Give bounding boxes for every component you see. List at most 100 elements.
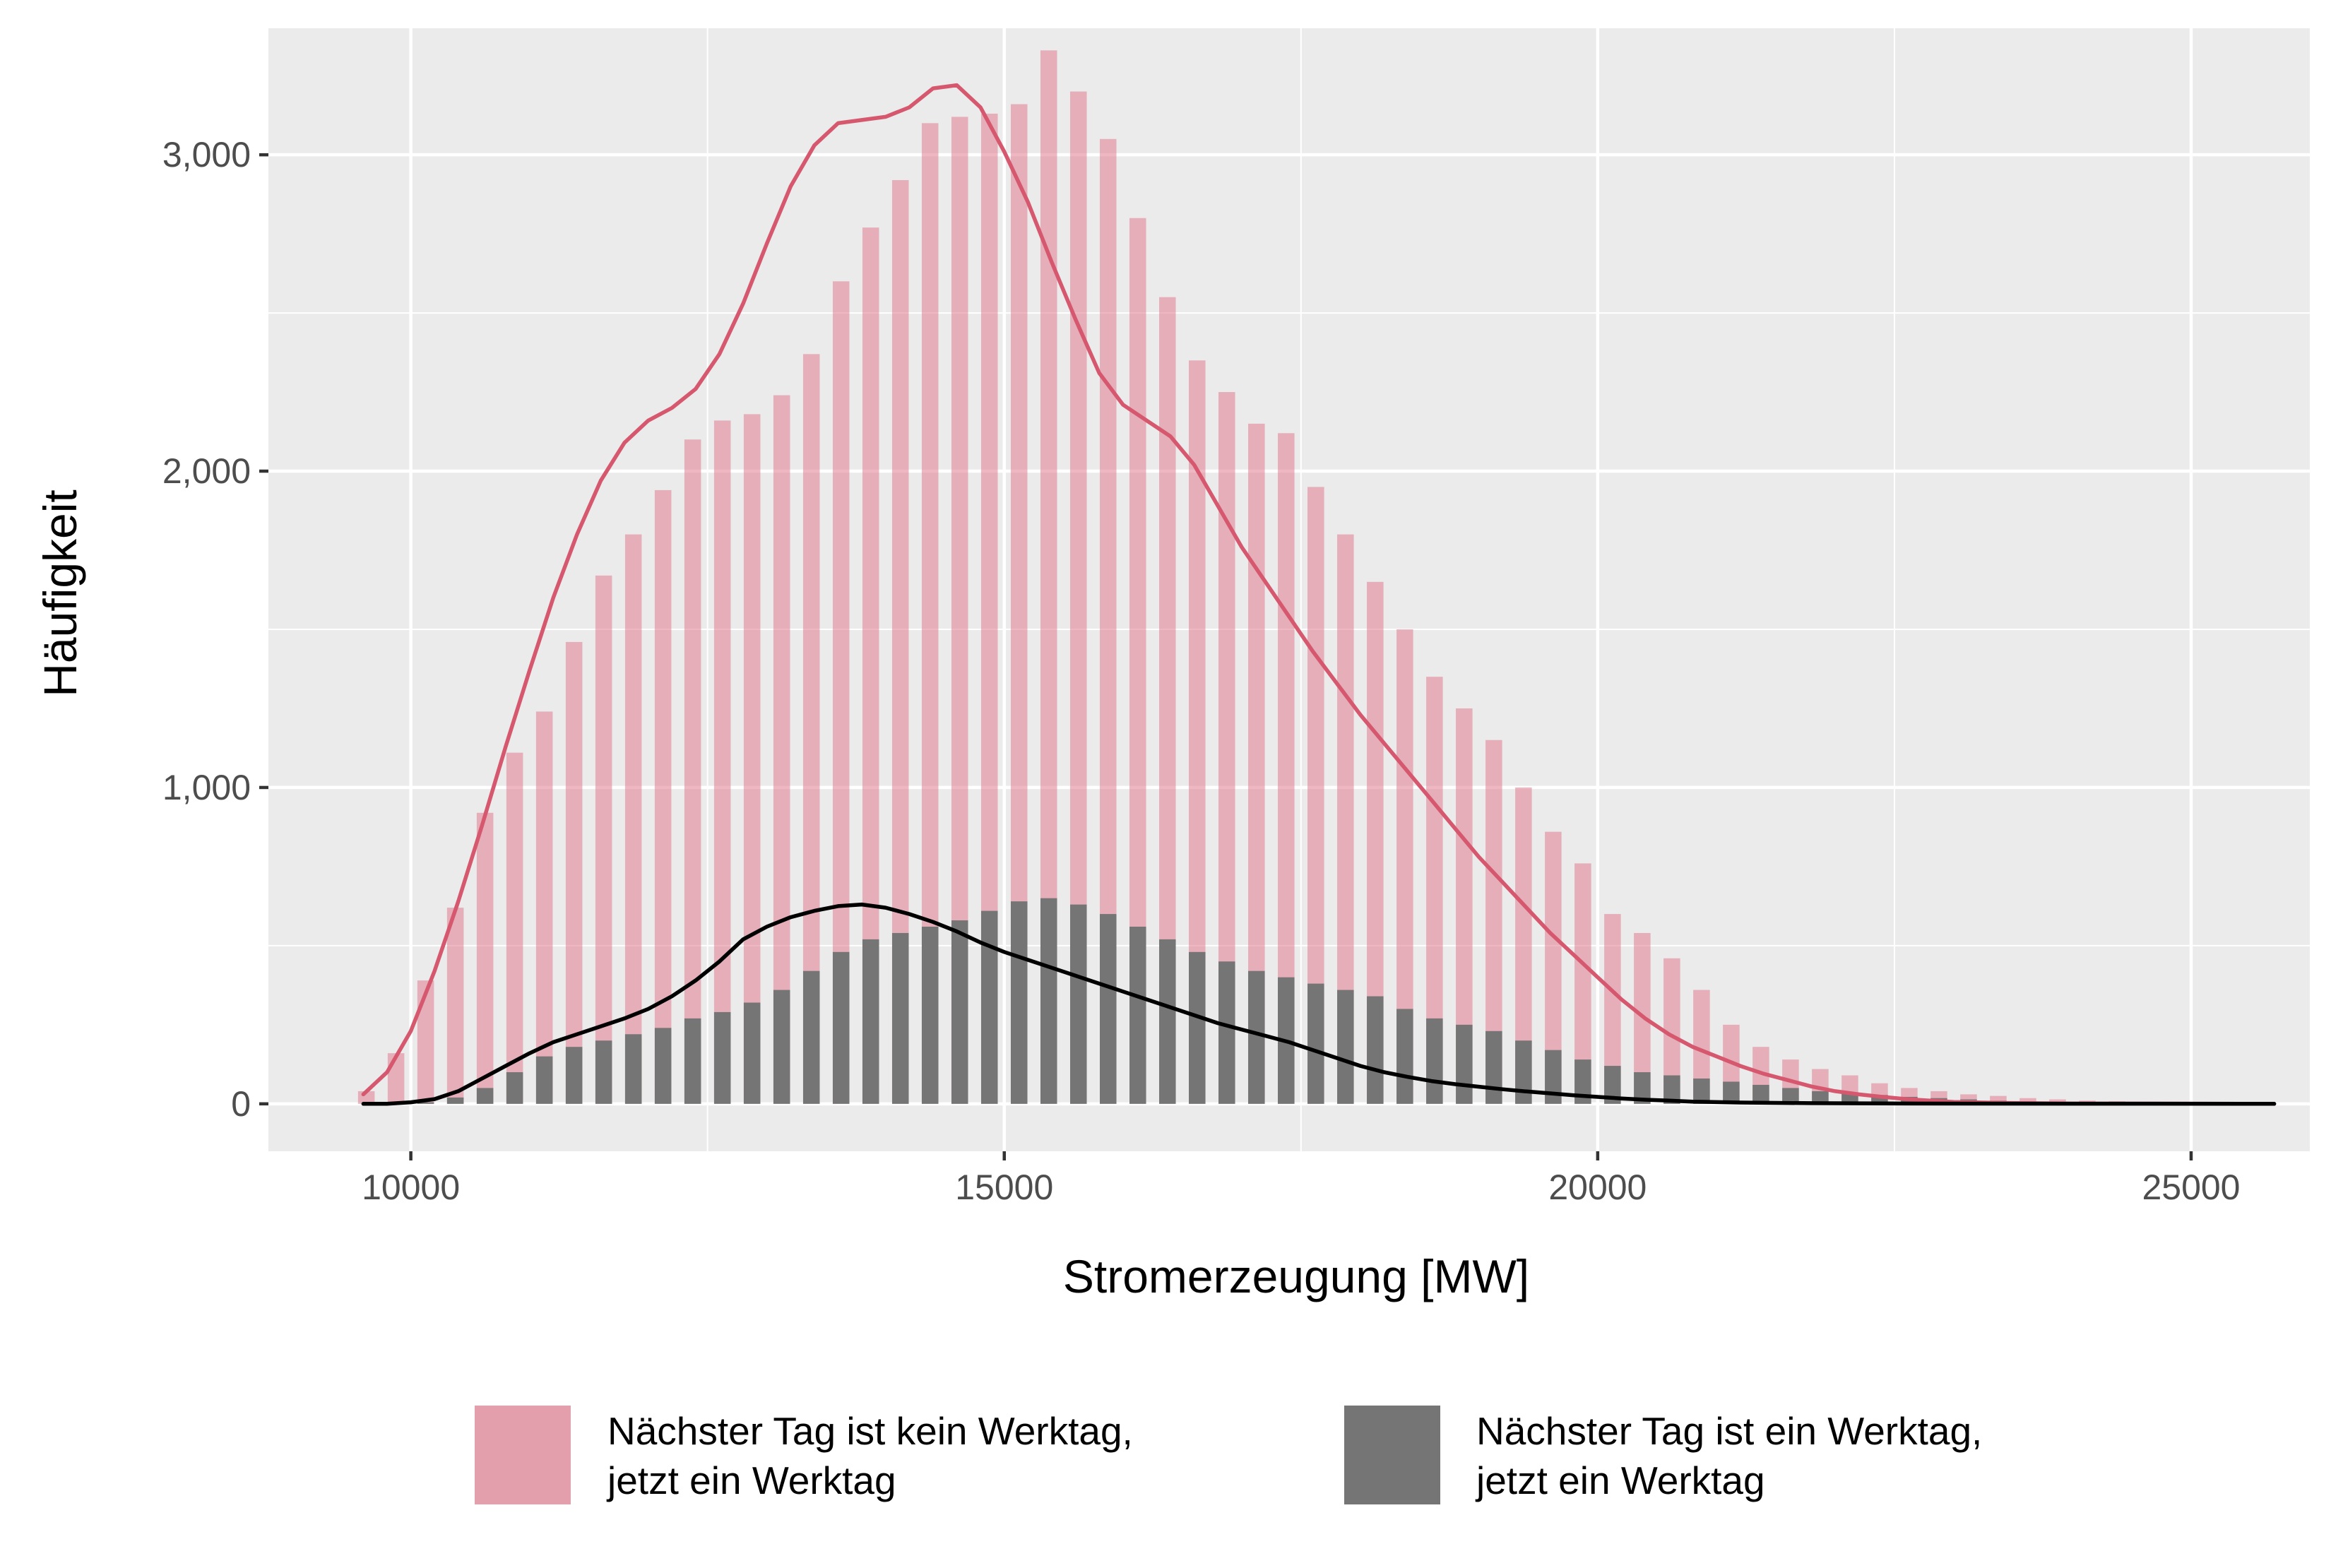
bar-series-1 — [595, 575, 612, 1104]
bar-series-2 — [506, 1072, 523, 1104]
bar-series-2 — [862, 939, 879, 1104]
y-tick-label: 3,000 — [162, 135, 251, 174]
bar-series-2 — [921, 927, 939, 1104]
y-tick-label: 1,000 — [162, 768, 251, 807]
bar-series-1 — [1604, 914, 1621, 1104]
bar-series-2 — [1574, 1059, 1591, 1104]
bar-series-1 — [921, 123, 939, 1104]
bar-series-2 — [684, 1018, 701, 1104]
bar-series-2 — [1456, 1024, 1473, 1104]
bar-series-1 — [565, 641, 583, 1104]
legend-key-series-1 — [475, 1406, 571, 1504]
bar-series-1 — [1040, 50, 1057, 1104]
bar-series-2 — [535, 1056, 553, 1104]
legend-label-series-1-line2: jetzt ein Werktag — [606, 1459, 896, 1502]
bar-series-1 — [1426, 677, 1443, 1104]
bar-series-2 — [1248, 970, 1265, 1104]
bar-series-1 — [1010, 104, 1028, 1104]
legend-key-series-2 — [1344, 1406, 1440, 1504]
bar-series-2 — [802, 970, 820, 1104]
x-tick-label: 20000 — [1548, 1168, 1647, 1207]
legend-label-series-1-line1: Nächster Tag ist kein Werktag, — [607, 1409, 1133, 1453]
bar-series-1 — [773, 395, 790, 1104]
bar-series-1 — [891, 179, 909, 1104]
bars-series-1 — [357, 50, 2244, 1104]
bar-series-1 — [1248, 423, 1265, 1104]
bar-series-2 — [1752, 1084, 1769, 1104]
bars-series-2 — [417, 898, 2244, 1104]
bar-series-1 — [1189, 360, 1206, 1104]
legend-label-series-2-line1: Nächster Tag ist ein Werktag, — [1476, 1409, 1982, 1453]
density-curve-series-2 — [361, 902, 2277, 1106]
bar-series-2 — [1663, 1075, 1680, 1104]
bar-series-1 — [506, 752, 523, 1104]
bar-series-1 — [535, 711, 553, 1104]
bar-series-2 — [1307, 983, 1324, 1104]
bar-series-2 — [1812, 1091, 1829, 1104]
bar-series-2 — [1040, 898, 1057, 1104]
bar-series-2 — [980, 910, 998, 1104]
x-tick-label: 15000 — [955, 1168, 1053, 1207]
bar-series-1 — [1307, 487, 1324, 1104]
legend-label-series-2-line2: jetzt ein Werktag — [1475, 1459, 1765, 1502]
bar-series-1 — [713, 420, 731, 1104]
bar-series-2 — [446, 1097, 464, 1104]
bar-series-2 — [1396, 1009, 1413, 1104]
bar-series-1 — [1515, 787, 1532, 1104]
bar-series-1 — [2019, 1098, 2036, 1104]
y-axis-title: Häufigkeit — [34, 489, 86, 697]
bar-series-1 — [1485, 740, 1502, 1104]
density-curve-series-1 — [361, 83, 2277, 1106]
bar-series-1 — [802, 354, 820, 1104]
bar-series-2 — [1189, 951, 1206, 1104]
y-tick-label: 0 — [231, 1084, 251, 1124]
bar-series-1 — [1990, 1095, 2007, 1104]
bar-series-2 — [565, 1047, 583, 1104]
y-tick-label: 2,000 — [162, 451, 251, 491]
bar-series-1 — [624, 534, 642, 1104]
bar-series-2 — [1693, 1078, 1710, 1104]
bar-series-1 — [684, 439, 701, 1104]
bar-series-2 — [1159, 939, 1176, 1104]
bar-series-2 — [654, 1028, 672, 1104]
bar-series-2 — [1634, 1072, 1651, 1104]
x-tick-label: 10000 — [362, 1168, 460, 1207]
bar-series-1 — [743, 414, 761, 1104]
bar-series-1 — [476, 812, 494, 1104]
bar-series-1 — [1218, 392, 1235, 1104]
bar-series-2 — [1604, 1066, 1621, 1104]
bar-series-1 — [862, 227, 879, 1104]
bar-series-1 — [1367, 581, 1384, 1104]
y-axis-ticks: 0 1,000 2,000 3,000 — [162, 135, 268, 1124]
bar-series-2 — [1782, 1088, 1799, 1104]
bar-series-1 — [1069, 91, 1087, 1104]
bar-series-2 — [624, 1034, 642, 1104]
bar-series-1 — [1396, 629, 1413, 1104]
bar-series-1 — [654, 489, 672, 1104]
bar-series-2 — [1723, 1081, 1740, 1104]
bar-series-1 — [446, 908, 464, 1104]
bar-series-1 — [951, 117, 968, 1104]
bar-series-2 — [1069, 904, 1087, 1104]
bar-series-1 — [1693, 990, 1710, 1104]
bar-series-1 — [1337, 534, 1354, 1104]
bar-series-2 — [951, 920, 968, 1104]
bar-series-2 — [832, 951, 850, 1104]
bar-series-2 — [773, 990, 790, 1104]
bar-series-2 — [1515, 1040, 1532, 1104]
bar-series-2 — [1218, 961, 1235, 1104]
bar-series-2 — [1426, 1018, 1443, 1104]
x-axis-title: Stromerzeugung [MW] — [1063, 1250, 1529, 1302]
bar-series-1 — [1129, 218, 1146, 1104]
bar-series-1 — [417, 980, 434, 1104]
bar-series-2 — [417, 1102, 434, 1104]
bar-series-1 — [980, 113, 998, 1104]
bar-series-1 — [387, 1053, 405, 1104]
density-curves — [361, 83, 2277, 1106]
bar-series-2 — [476, 1088, 494, 1104]
bar-series-2 — [1367, 996, 1384, 1104]
bar-series-2 — [1100, 914, 1117, 1104]
bar-series-1 — [832, 281, 850, 1104]
x-tick-label: 25000 — [2142, 1168, 2240, 1207]
